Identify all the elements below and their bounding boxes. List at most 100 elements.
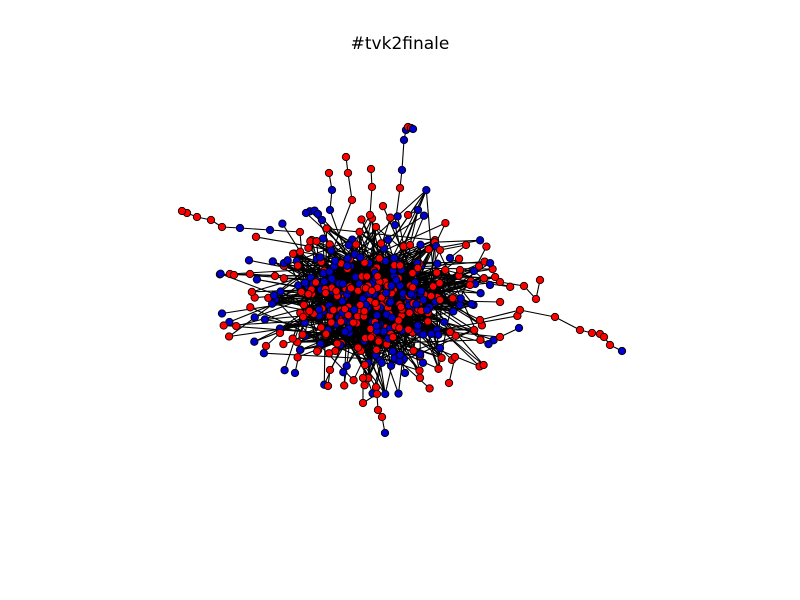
graph-node-red [378,201,388,211]
graph-edge [439,299,481,321]
graph-node-red [450,352,460,362]
graph-node-red [451,331,460,340]
graph-node-red [324,168,334,178]
graph-node-blue [372,311,382,320]
graph-node-red [321,329,331,339]
graph-node-red [376,239,386,248]
graph-node-red [360,381,369,390]
graph-edge [401,139,405,171]
graph-node-red [219,321,228,330]
graph-edge [519,309,556,318]
graph-node-blue [419,330,428,339]
graph-node-red [475,315,485,325]
graph-node-blue [343,254,352,263]
graph-node-blue [301,208,311,218]
graph-node-blue [265,225,275,235]
graph-node-red [519,281,529,291]
graph-node-blue [250,337,259,346]
graph-node-blue [433,259,442,268]
graph-node-red [415,373,425,382]
graph-node-red [312,347,322,356]
graph-node-blue [379,327,388,336]
graph-node-red [293,261,303,270]
graph-node-blue [449,307,458,316]
graph-node-red [395,323,404,333]
graph-node-blue [383,235,393,244]
graph-node-blue [269,291,279,300]
graph-node-red [333,339,342,348]
graph-node-red [386,213,395,222]
graph-node-blue [268,257,277,266]
graph-node-blue [408,124,418,134]
graph-node-red [408,283,417,292]
graph-node-red [366,333,376,342]
graph-node-blue [244,256,254,265]
graph-node-blue [476,289,485,298]
graph-node-red [275,328,285,338]
graph-node-red [515,305,525,315]
graph-node-blue [331,256,340,265]
graph-node-red [336,317,346,326]
graph-node-red [177,206,187,216]
nodes-layer [177,122,627,438]
graph-node-red [437,353,446,363]
graph-node-blue [418,358,428,367]
graph-node-blue [387,313,397,322]
graph-node-red [288,249,298,258]
graph-node-red [415,366,424,375]
graph-node-blue [260,315,270,324]
graph-node-blue [356,253,365,262]
graph-node-blue [413,321,422,330]
graph-node-red [444,378,454,388]
graph-node-red [373,272,382,281]
graph-node-red [192,212,202,222]
graph-node-red [357,215,366,224]
graph-node-red [535,275,545,285]
graph-node-red [506,282,515,291]
graph-node-red [347,195,357,205]
graph-node-blue [395,350,405,360]
graph-node-blue [217,309,227,318]
graph-node-red [229,270,239,280]
graph-node-blue [267,299,277,308]
graph-node-blue [467,300,476,309]
graph-edge [427,242,436,314]
graph-node-red [355,227,364,237]
graph-node-blue [445,253,455,263]
graph-node-blue [440,317,449,327]
graph-node-red [316,323,326,332]
graph-node-red [408,268,417,278]
graph-edge [347,172,353,201]
graph-node-blue [250,313,259,322]
graph-node-blue [314,305,324,314]
graph-node-red [371,222,381,232]
graph-edge [269,229,301,233]
graph-node-red [409,346,418,355]
graph-node-blue [399,135,409,145]
graph-node-red [312,237,321,246]
graph-node-blue [392,276,401,285]
graph-node-red [474,262,484,271]
graph-node-red [232,321,241,331]
graph-node-blue [340,327,350,336]
graph-node-blue [415,350,425,359]
graph-node-red [429,282,438,291]
graph-node-red [455,265,465,275]
graph-node-blue [400,368,410,378]
graph-node-blue [475,236,485,245]
graph-node-red [423,317,433,326]
graph-node-blue [338,279,348,288]
graph-node-blue [276,287,285,296]
graph-node-red [356,300,365,310]
graph-node-red [599,332,609,342]
graph-node-red [587,328,597,338]
graph-edge [239,227,271,231]
graph-node-blue [419,211,429,220]
graph-node-blue [456,294,465,303]
graph-edge [554,316,581,331]
graph-node-red [358,398,368,408]
graph-node-red [388,332,398,342]
graph-node-blue [485,280,495,290]
